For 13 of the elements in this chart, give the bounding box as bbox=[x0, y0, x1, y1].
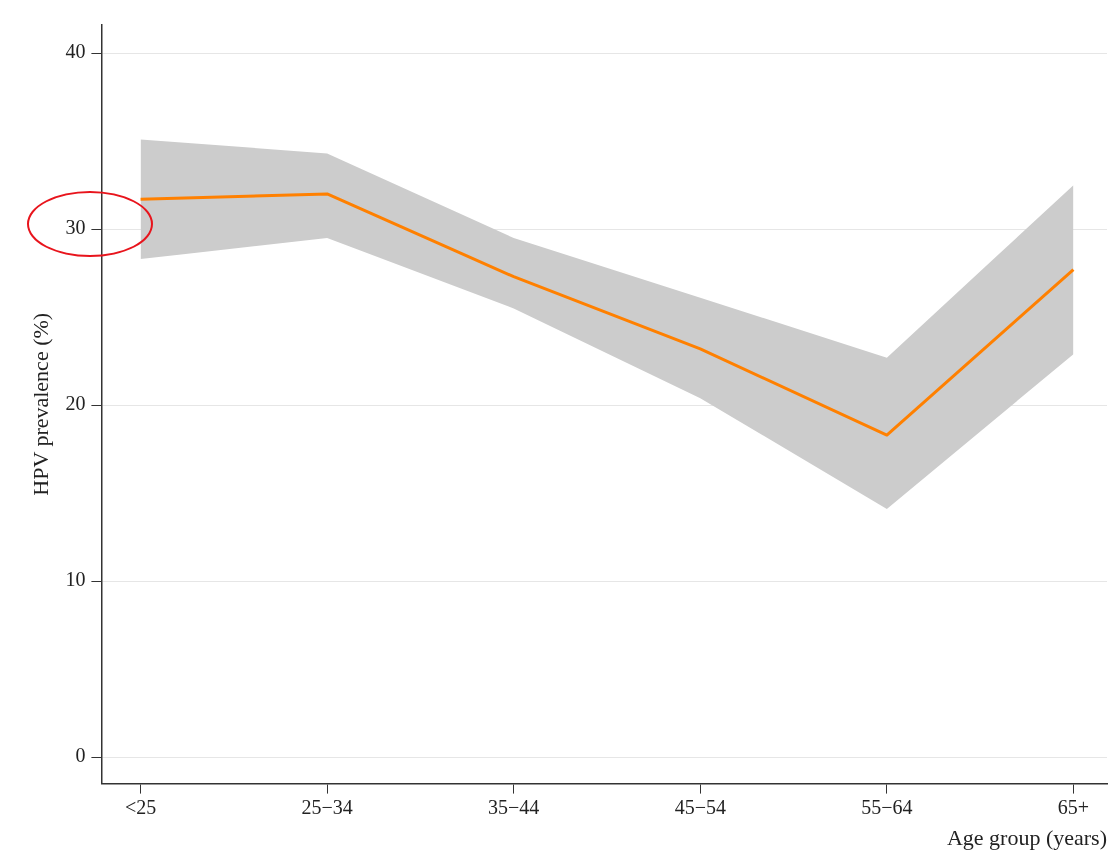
x-tick-label: 35−44 bbox=[488, 795, 540, 818]
y-tick-label: 20 bbox=[65, 392, 86, 415]
x-tick-label: 25−34 bbox=[301, 795, 353, 818]
x-axis-title: Age group (years) bbox=[946, 824, 1107, 850]
y-tick-label: 10 bbox=[65, 568, 86, 591]
x-tick-label: 65+ bbox=[1057, 795, 1090, 818]
y-tick-label: 0 bbox=[75, 744, 86, 767]
y-tick-label: 30 bbox=[65, 216, 86, 239]
y-axis-title: HPV prevalence (%) bbox=[27, 312, 53, 496]
y-tick-label: 40 bbox=[65, 40, 86, 63]
x-tick-label: 55−64 bbox=[861, 795, 913, 818]
x-tick-label: <25 bbox=[124, 795, 157, 818]
x-tick-label: 45−54 bbox=[674, 795, 726, 818]
